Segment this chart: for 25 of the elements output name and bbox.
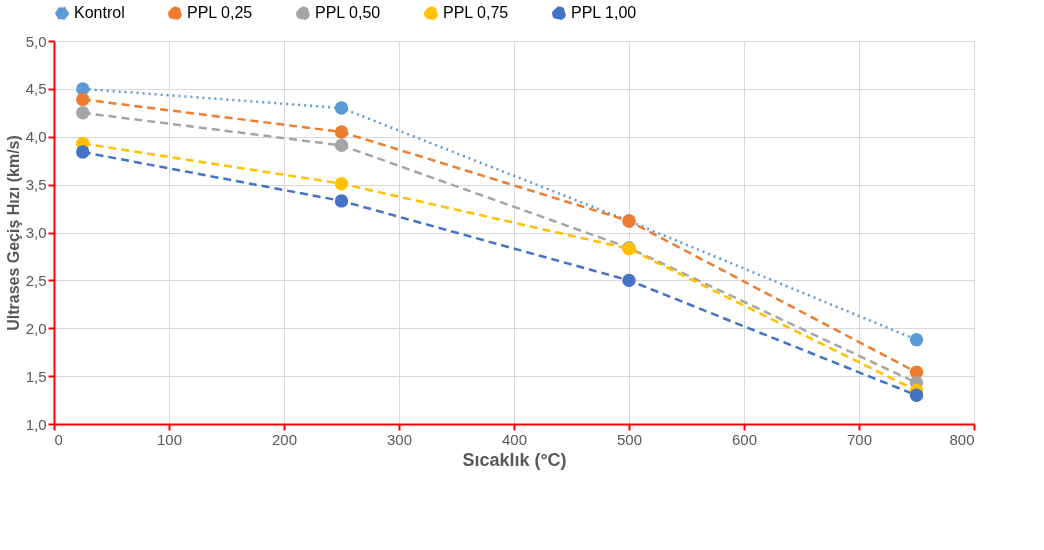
legend-label: Kontrol <box>74 4 125 22</box>
y-tick-label: 1,5 <box>25 367 47 385</box>
y-tick-label: 4,5 <box>25 80 47 98</box>
y-tick-label: 2,0 <box>25 319 47 337</box>
x-tick-label: 800 <box>949 430 975 448</box>
x-tick-label: 0 <box>54 430 63 448</box>
x-tick-label: 300 <box>386 430 413 448</box>
x-axis-title: Sıcaklık (°C) <box>462 449 567 470</box>
legend-label: PPL 0,50 <box>315 4 381 22</box>
y-tick-label: 3,0 <box>25 224 47 241</box>
x-tick-label: 100 <box>156 430 183 448</box>
x-tick-label: 400 <box>501 430 528 448</box>
y-tick-label: 3,5 <box>25 176 47 194</box>
legend-label: PPL 1,00 <box>571 4 637 22</box>
y-tick-label: 4,0 <box>25 128 47 146</box>
y-tick-label: 5,0 <box>25 32 47 50</box>
y-tick-label: 2,5 <box>25 271 47 289</box>
y-axis-title: Ultrases Geçiş Hızı (km/s) <box>4 135 22 331</box>
x-tick-label: 700 <box>846 430 873 448</box>
x-tick-label: 200 <box>271 430 298 448</box>
legend-label: PPL 0,25 <box>187 4 253 22</box>
x-tick-label: 600 <box>731 430 758 448</box>
y-tick-label: 1,0 <box>25 415 47 433</box>
x-tick-label: 500 <box>616 430 643 448</box>
legend-label: PPL 0,75 <box>443 4 509 22</box>
